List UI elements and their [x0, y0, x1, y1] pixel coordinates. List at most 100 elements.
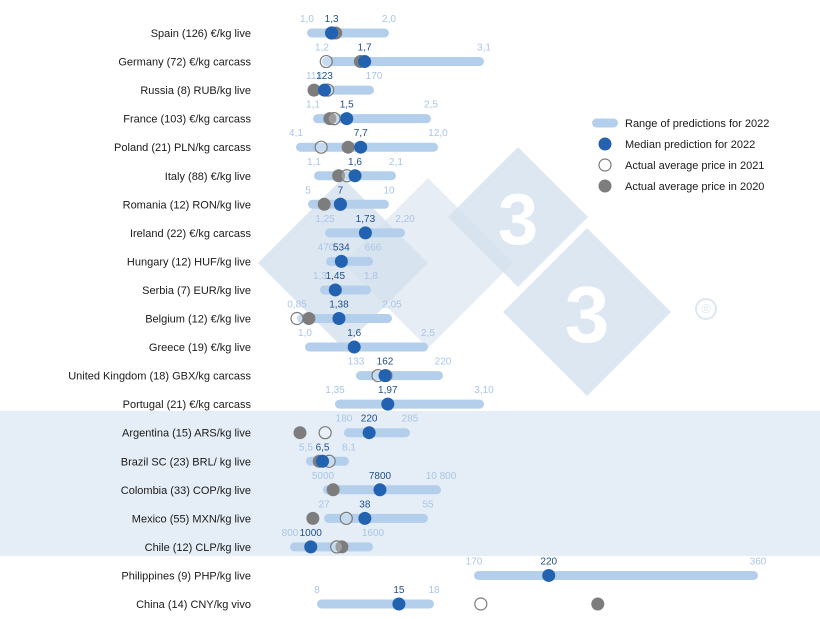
median-label: 1,38 [329, 300, 349, 311]
median-label: 7800 [369, 471, 392, 482]
legend-range-swatch [592, 118, 618, 128]
median-label: 123 [316, 71, 333, 82]
row-label: Philippines (9) PHP/kg live [121, 570, 251, 582]
row-20: China (14) CNY/kg vivo 8 18 15 [136, 585, 605, 611]
row-label: Hungary (12) HUF/kg live [127, 256, 251, 268]
actual-2020-dot [591, 597, 605, 611]
row-14: Argentina (15) ARS/kg live 180 285 220 [122, 414, 419, 440]
range-max-label: 3,1 [477, 43, 491, 54]
actual-2021-dot [290, 311, 304, 326]
row-15: Brazil SC (23) BRL/ kg live 5,5 8,1 6,5 [121, 442, 357, 468]
median-label: 1,7 [358, 43, 372, 54]
row-label: Italy (88) €/kg live [165, 171, 251, 183]
range-bar [307, 28, 389, 38]
range-min-label: 1,3 [313, 271, 327, 282]
row-label: Belgium (12) €/kg live [145, 314, 251, 326]
range-max-label: 1,8 [364, 271, 378, 282]
range-min-label: 5 [305, 185, 311, 196]
median-label: 1,5 [340, 100, 354, 111]
row-3: France (103) €/kg carcass 1,1 2,5 1,5 [123, 100, 438, 126]
median-dot [316, 454, 330, 468]
range-min-label: 1,0 [298, 328, 312, 339]
range-max-label: 2,5 [421, 328, 435, 339]
range-bar [335, 399, 484, 409]
range-max-label: 12,0 [428, 128, 448, 139]
range-max-label: 2,0 [382, 14, 396, 25]
row-label: France (103) €/kg carcass [123, 114, 251, 126]
legend: Range of predictions for 2022 Median pred… [592, 118, 769, 193]
row-6: Romania (12) RON/kg live 5 10 7 [123, 185, 395, 211]
actual-2020-dot [302, 312, 316, 325]
range-max-label: 2,1 [389, 157, 403, 168]
median-dot [358, 226, 372, 240]
actual-2021-dot [474, 597, 488, 611]
row-label: Germany (72) €/kg carcass [118, 57, 251, 69]
actual-2021-dot [339, 511, 353, 525]
row-label: Chile (12) CLP/kg live [145, 542, 251, 554]
row-18: Chile (12) CLP/kg live 800 1600 1000 [145, 528, 385, 554]
median-dot [378, 369, 392, 383]
range-max-label: 285 [402, 414, 419, 425]
legend-2021-swatch [598, 158, 612, 172]
watermark-registered-ring [695, 298, 717, 320]
actual-2020-dot [323, 112, 337, 126]
median-dot [347, 340, 361, 354]
row-label: Argentina (15) ARS/kg live [122, 428, 251, 440]
median-dot [328, 283, 342, 297]
range-max-label: 1600 [362, 528, 385, 539]
row-2: Russia (8) RUB/kg live 113 170 123 [140, 71, 382, 97]
range-min-label: 8 [314, 585, 320, 596]
actual-2020-dot [335, 540, 349, 554]
range-bar [356, 371, 443, 381]
range-bar [305, 342, 428, 352]
row-label: Portugal (21) €/kg carcass [123, 399, 252, 411]
row-9: Serbia (7) EUR/kg live 1,3 1,8 1,45 [142, 271, 378, 297]
range-bar [320, 285, 371, 295]
row-10: Belgium (12) €/kg live 0,85 2,05 1,38 [145, 300, 402, 326]
median-dot [542, 568, 556, 582]
range-bar [324, 513, 428, 523]
range-min-label: 180 [336, 414, 353, 425]
median-dot [362, 426, 376, 440]
range-max-label: 10 [383, 185, 395, 196]
range-max-label: 3,10 [474, 385, 494, 396]
median-label: 162 [377, 357, 394, 368]
watermark-diamond-center [343, 178, 513, 348]
row-label: Romania (12) RON/kg live [123, 199, 251, 211]
range-min-label: 4,1 [289, 128, 303, 139]
legend-median-swatch [598, 137, 612, 151]
latam-band [0, 411, 820, 556]
median-dot [381, 397, 395, 411]
range-min-label: 1,35 [325, 385, 345, 396]
range-max-label: 170 [366, 71, 383, 82]
row-12: United Kingdom (18) GBX/kg carcass 133 220… [68, 357, 452, 383]
range-min-label: 113 [306, 71, 322, 82]
median-dot [332, 312, 346, 325]
range-bar [326, 256, 373, 266]
legend-label-a2020: Actual average price in 2020 [625, 181, 764, 193]
median-dot [334, 254, 348, 268]
median-label: 1000 [300, 528, 323, 539]
row-label: Brazil SC (23) BRL/ kg live [121, 456, 251, 468]
actual-2020-dot [306, 511, 320, 525]
median-dot [373, 483, 387, 497]
median-label: 1,73 [356, 214, 376, 225]
range-min-label: 1,1 [307, 157, 321, 168]
row-label: Serbia (7) EUR/kg live [142, 285, 251, 297]
range-min-label: 0,85 [287, 300, 307, 311]
row-label: Russia (8) RUB/kg live [140, 85, 251, 97]
median-dot [318, 83, 332, 97]
actual-2021-dot [330, 540, 344, 554]
row-16: Colombia (33) COP/kg live 5000 10 800 7800 [121, 471, 457, 497]
range-min-label: 5,5 [299, 442, 313, 453]
median-dot [348, 169, 362, 183]
watermark-registered-mark: ® [701, 301, 711, 316]
row-5: Italy (88) €/kg live 1,1 2,1 1,6 [165, 157, 404, 183]
row-label: United Kingdom (18) GBX/kg carcass [68, 371, 251, 383]
median-label: 1,3 [325, 14, 339, 25]
actual-2020-dot [326, 483, 340, 497]
row-label: China (14) CNY/kg vivo [136, 599, 251, 611]
median-dot [358, 55, 372, 69]
row-4: Poland (21) PLN/kg carcass 4,1 12,0 7,7 [114, 128, 448, 154]
